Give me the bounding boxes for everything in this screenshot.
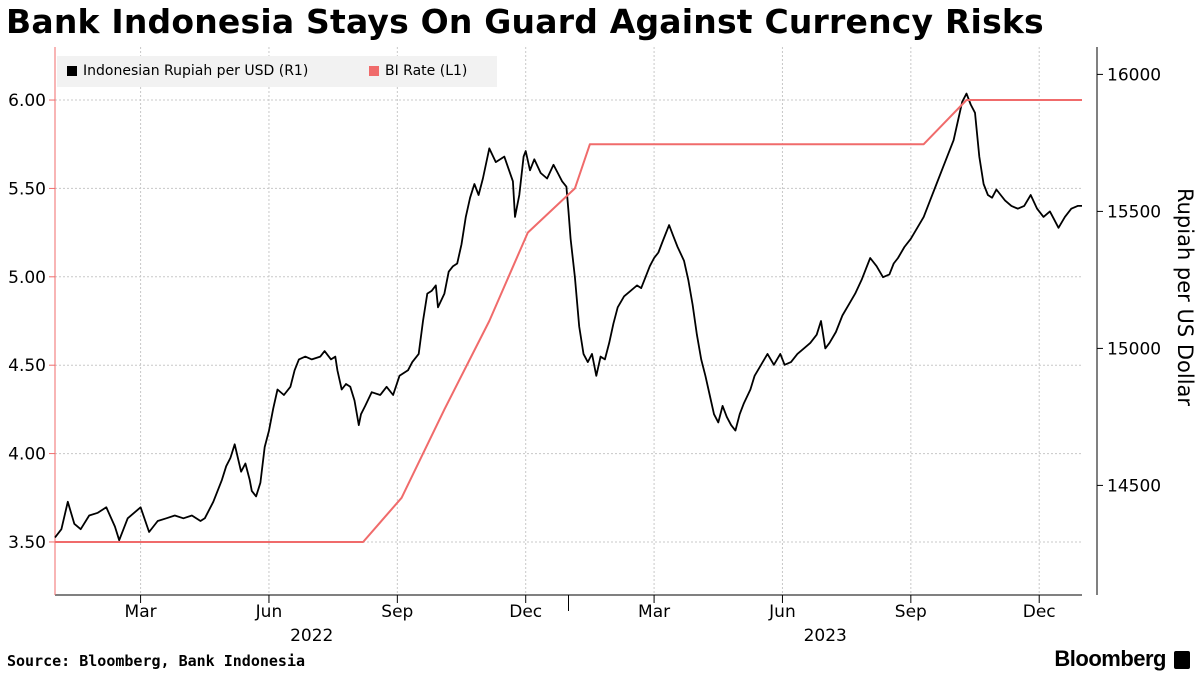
label-layer: Mar Jun Sep Dec Mar Jun Sep Dec 2022 2023 3.50 4.00… bbox=[8, 65, 1197, 646]
series-layer bbox=[55, 94, 1082, 542]
grid-layer bbox=[55, 47, 1082, 595]
x-tick-label: Sep bbox=[895, 602, 927, 622]
chart-canvas: Mar Jun Sep Dec Mar Jun Sep Dec 2022 2023 3.50 4.00… bbox=[0, 0, 1200, 675]
y-right-tick-label: 14500 bbox=[1107, 476, 1161, 496]
x-tick-label: Dec bbox=[1023, 602, 1056, 622]
axis-layer bbox=[49, 47, 1103, 611]
x-tick-label: Jun bbox=[768, 602, 796, 622]
x-tick-label: Jun bbox=[255, 602, 283, 622]
legend-item-rupiah: Indonesian Rupiah per USD (R1) bbox=[67, 56, 308, 87]
terminal-icon bbox=[1174, 651, 1190, 669]
rupiah-series-line bbox=[55, 94, 1082, 541]
x-year-label: 2023 bbox=[804, 626, 847, 646]
y-left-tick-label: 5.50 bbox=[8, 179, 46, 199]
source-note: Source: Bloomberg, Bank Indonesia bbox=[7, 652, 305, 670]
y-left-tick-label: 6.00 bbox=[8, 91, 46, 111]
y-left-tick-label: 3.50 bbox=[8, 533, 46, 553]
y-right-axis-title: Rupiah per US Dollar bbox=[1173, 188, 1197, 406]
y-right-tick-label: 15500 bbox=[1107, 202, 1161, 222]
legend-label-bi-rate: BI Rate (L1) bbox=[385, 63, 467, 79]
y-left-tick-label: 5.00 bbox=[8, 268, 46, 288]
bloomberg-logo: Bloomberg bbox=[1054, 646, 1166, 672]
y-left-tick-label: 4.00 bbox=[8, 445, 46, 465]
legend: Indonesian Rupiah per USD (R1) BI Rate (… bbox=[57, 56, 497, 87]
x-tick-label: Mar bbox=[125, 602, 157, 622]
legend-item-bi-rate: BI Rate (L1) bbox=[369, 56, 467, 87]
y-right-tick-label: 15000 bbox=[1107, 339, 1161, 359]
x-tick-label: Dec bbox=[509, 602, 542, 622]
x-year-label: 2022 bbox=[290, 626, 333, 646]
legend-label-rupiah: Indonesian Rupiah per USD (R1) bbox=[83, 63, 308, 79]
legend-swatch-bi-rate bbox=[369, 66, 379, 76]
y-right-tick-label: 16000 bbox=[1107, 65, 1161, 85]
x-tick-label: Sep bbox=[381, 602, 413, 622]
bi-rate-series-line bbox=[55, 100, 1082, 542]
legend-swatch-rupiah bbox=[67, 66, 77, 76]
x-tick-label: Mar bbox=[638, 602, 670, 622]
y-left-tick-label: 4.50 bbox=[8, 356, 46, 376]
